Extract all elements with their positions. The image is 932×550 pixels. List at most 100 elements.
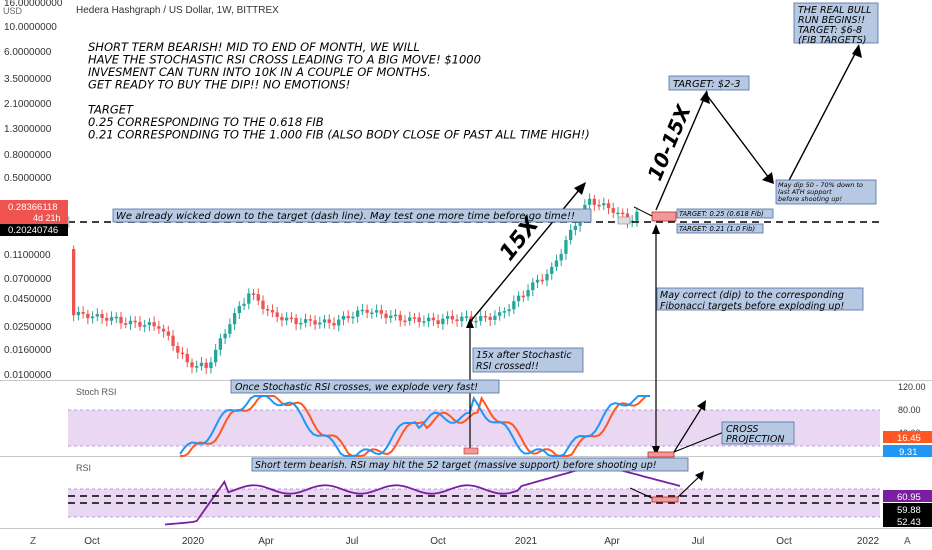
stoch-k-badge-bg [883, 431, 932, 443]
candle-body [441, 318, 445, 325]
auto-scale-icon[interactable]: A [904, 536, 911, 547]
candle-body [275, 312, 279, 318]
candle-body [389, 315, 393, 318]
rsi-badge-a-bg [883, 490, 932, 502]
candle-body [398, 314, 402, 321]
candle-body [171, 335, 175, 347]
candle-body [285, 317, 289, 321]
time-tick: Apr [258, 536, 274, 547]
candle-body [550, 266, 554, 274]
rsi-down-arrow [629, 487, 653, 499]
time-tick: Jul [692, 536, 705, 547]
candle-body [526, 290, 530, 297]
rsi-badge-c-bg [883, 515, 932, 527]
arrow-bull-run [783, 47, 859, 191]
dip-note-box [775, 179, 877, 205]
candle-body [370, 312, 374, 315]
price-tick: 16.00000000 [4, 0, 63, 9]
annotation-line: May dip 50 - 70% down to [778, 181, 863, 189]
correct-note-box [656, 287, 864, 311]
time-axis: Oct 2020 Apr Jul Oct 2021 Apr Jul Oct 2022 [84, 536, 879, 547]
stoch-cross-zone [463, 447, 479, 455]
candle-body [337, 319, 341, 326]
candle-body [592, 198, 596, 205]
candle-body [611, 208, 615, 213]
time-tick: 2021 [515, 536, 538, 547]
candle-body [469, 316, 473, 322]
candle-body [299, 322, 303, 325]
fib-target-2: TARGET: 0.21 (1.0 Fib) [679, 225, 755, 233]
price-badge-time: 4d 21h [33, 213, 61, 223]
candle-body [474, 320, 478, 323]
arrowhead-icon [466, 318, 474, 328]
candle-body [242, 303, 246, 306]
candle-body [488, 316, 492, 320]
candle-body [616, 212, 620, 215]
candle-body [356, 310, 360, 317]
annotation-line: RSI crossed!! [476, 361, 539, 372]
candle-body [261, 300, 265, 310]
rsi-badge-b: 59.88 [897, 505, 921, 516]
candle-body [559, 253, 563, 261]
annotation-line: TARGET [88, 103, 134, 117]
candle-body [105, 317, 109, 321]
arrowhead-icon [652, 224, 660, 234]
target-zone [651, 211, 677, 222]
annotation-line: PROJECTION [726, 434, 784, 445]
candle-body [597, 204, 601, 207]
annotation-line: last ATH support [778, 188, 832, 196]
annotation-line: CROSS [726, 424, 758, 435]
candle-body [176, 346, 180, 353]
candle-body [393, 314, 398, 317]
candle-body [450, 315, 454, 320]
fib-target-1-box [676, 208, 774, 219]
candle-body [133, 320, 137, 323]
price-tick: 0.5000000 [4, 173, 52, 184]
arrowhead-icon [697, 400, 706, 411]
candle-body [308, 319, 312, 321]
arrowhead-icon [695, 471, 704, 481]
candle-body [327, 319, 331, 323]
candle-body [445, 315, 450, 319]
stoch-k-badge: 16.45 [897, 433, 921, 444]
candle-body [128, 320, 133, 325]
candle-body [289, 317, 294, 320]
annotation-line: SHORT TERM BEARISH! MID TO END OF MONTH,… [88, 40, 420, 54]
candle-body [374, 310, 379, 313]
annotation-line: May correct (dip) to the corresponding [660, 290, 844, 301]
candle-body [516, 295, 521, 302]
main-annotation: SHORT TERM BEARISH! MID TO END OF MONTH,… [88, 40, 590, 142]
candle-body [280, 317, 284, 321]
candle-body [422, 321, 426, 323]
candle-body [294, 317, 298, 325]
rsi-badge-a: 60.95 [897, 492, 921, 503]
correct-note-text: May correct (dip) to the correspondingFi… [660, 290, 844, 312]
price-tick: 0.0100000 [4, 370, 52, 381]
candle-body [157, 326, 161, 329]
arrow-10-15x [655, 93, 707, 211]
candle-body [204, 362, 208, 369]
candle-body [502, 311, 507, 313]
candle-body [521, 295, 525, 298]
price-axis: 16.00000000 10.0000000 6.0000000 3.5000000 2… [4, 0, 63, 381]
candle-body [81, 311, 85, 314]
time-tick: 2020 [182, 536, 205, 547]
bull-run-box [793, 2, 879, 44]
candle-body [512, 301, 516, 310]
candle-body [119, 316, 123, 324]
price-tick: 6.0000000 [4, 47, 52, 58]
candle-body [266, 309, 270, 311]
stoch-tick: 120.00 [898, 382, 926, 392]
candle-body [90, 316, 95, 319]
fib-target-1: TARGET: 0.25 (0.618 Fib) [679, 210, 764, 218]
stoch-note-box [472, 347, 584, 373]
rsi-badge-c: 52.43 [897, 517, 921, 528]
zoom-icon[interactable]: Z [30, 536, 36, 547]
stoch-panel-label: Stoch RSI [76, 387, 117, 397]
arrowhead-icon [652, 446, 660, 456]
stoch-k-line [179, 395, 650, 457]
candle-body [427, 317, 431, 322]
